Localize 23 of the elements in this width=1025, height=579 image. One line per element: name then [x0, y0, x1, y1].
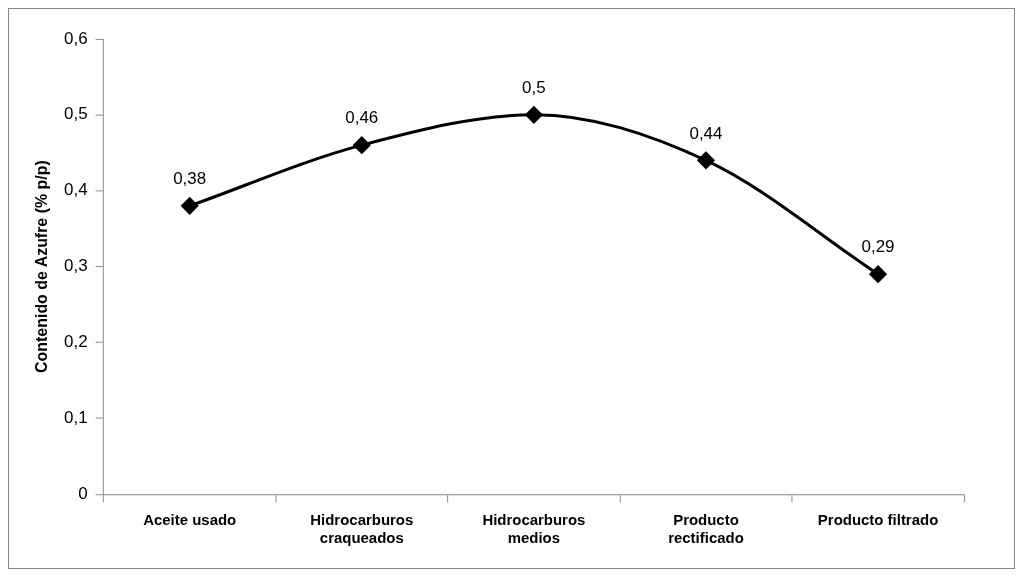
x-tick-label: Aceite usado [143, 511, 237, 529]
point [525, 106, 543, 124]
point [181, 197, 199, 215]
data-label: 0,5 [522, 78, 546, 98]
point [869, 265, 887, 283]
x-tick-label: Producto filtrado [817, 511, 939, 529]
data-label: 0,29 [861, 237, 895, 257]
y-tick-label: 0,3 [64, 256, 88, 276]
y-tick-label: 0,6 [64, 28, 88, 48]
data-label: 0,44 [689, 123, 723, 143]
y-tick-label: 0 [78, 483, 88, 503]
data-label: 0,46 [345, 108, 379, 128]
x-tick-label: Producto rectificado [668, 511, 744, 547]
data-label: 0,38 [173, 169, 207, 189]
y-tick-label: 0,1 [64, 408, 88, 428]
point [353, 136, 371, 154]
point [697, 151, 715, 169]
y-tick-label: 0,5 [64, 104, 88, 124]
x-tick-label: Hidrocarburos medios [482, 511, 586, 547]
y-tick-label: 0,4 [64, 180, 88, 200]
y-tick-label: 0,2 [64, 332, 88, 352]
x-tick-label: Hidrocarburos craqueados [310, 511, 414, 547]
y-axis-title: Contenido de Azufre (% p/p) [32, 160, 50, 373]
